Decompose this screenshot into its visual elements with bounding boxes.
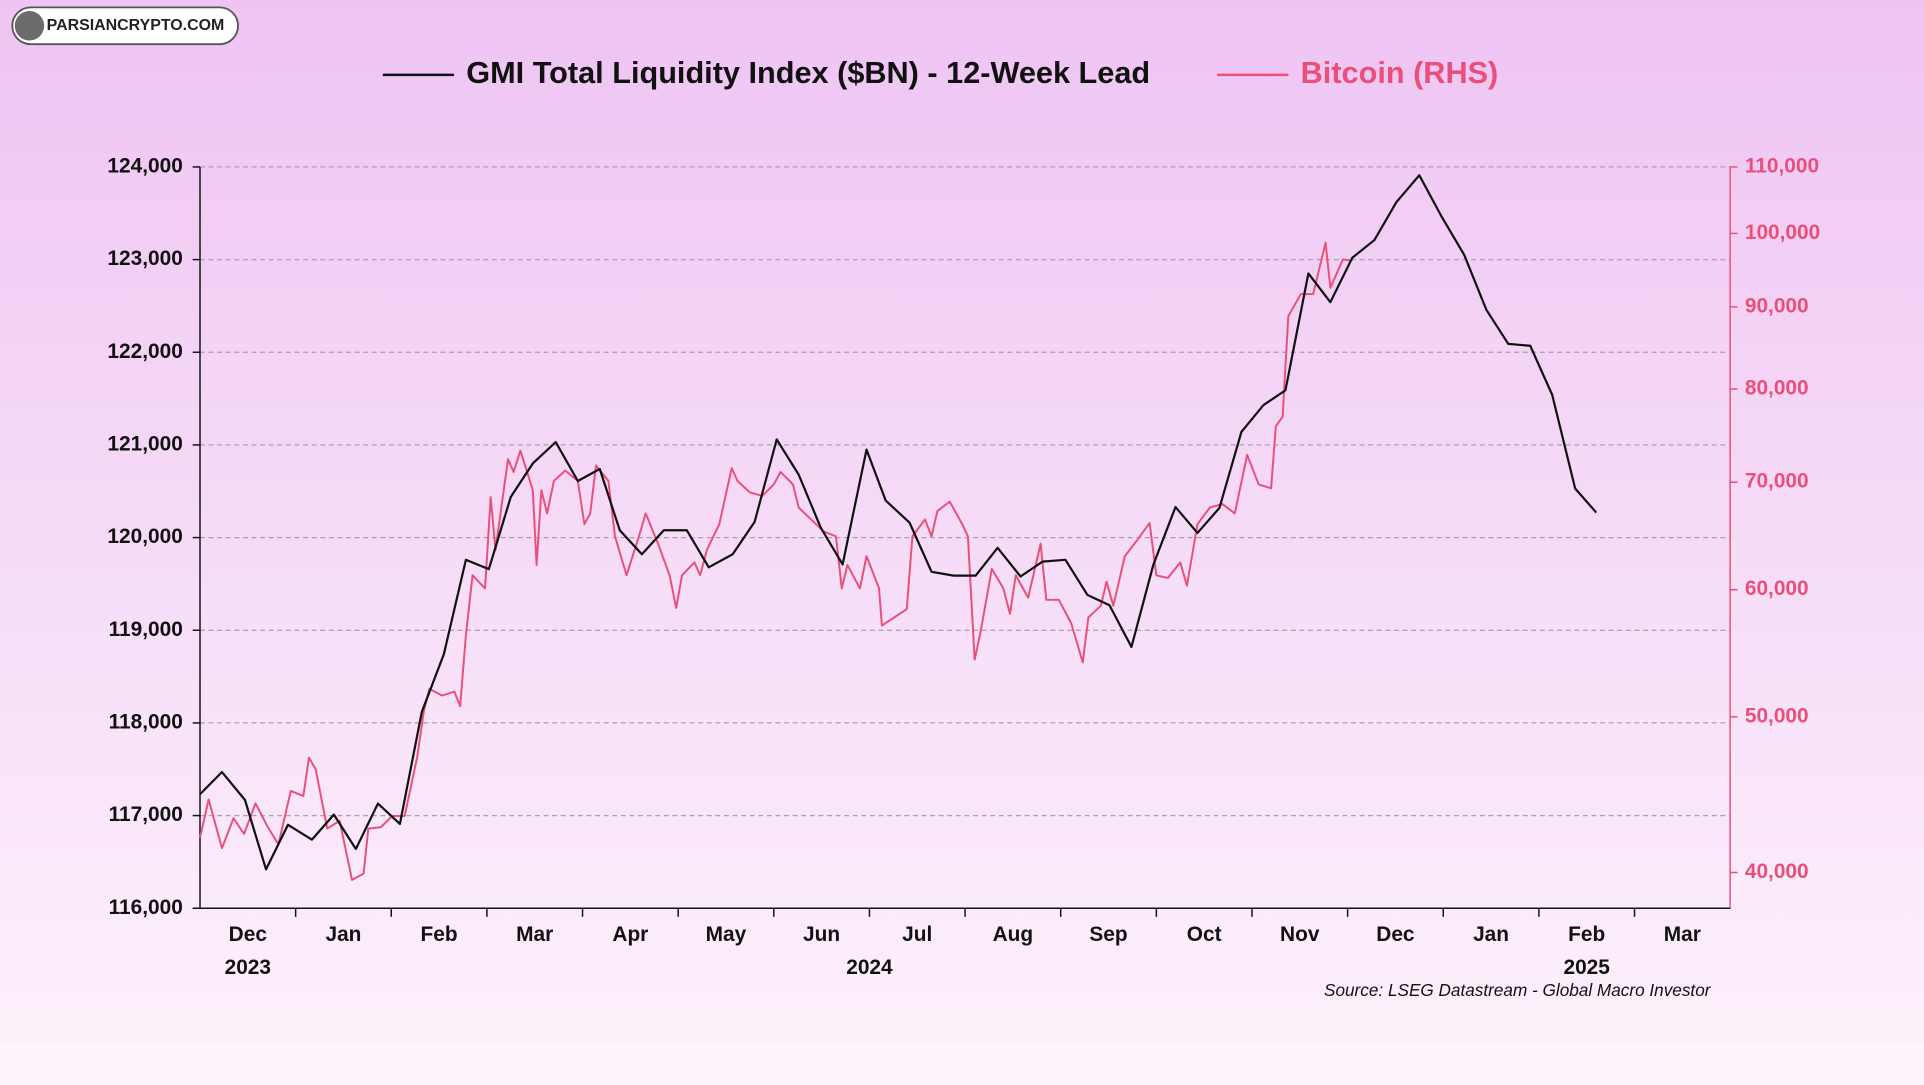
- x-tick-label: Apr: [612, 923, 648, 946]
- watermark: PARSIANCRYPTO.COM: [11, 6, 239, 46]
- footer-strip: [0, 1045, 1924, 1085]
- series-line: [199, 174, 1598, 871]
- y2-tick-label: 110,000: [1745, 154, 1819, 177]
- y-tick-label: 118,000: [109, 710, 183, 733]
- plot: 116,000 117,000 118,000 119,000 120,000 121,0…: [107, 154, 1820, 978]
- watermark-badge: [11, 6, 239, 46]
- y-tick-label: 120,000: [107, 525, 182, 548]
- y2-tick-label: 100,000: [1745, 221, 1820, 244]
- year-label: 2023: [225, 956, 271, 979]
- x-tick-label: Dec: [1376, 923, 1414, 946]
- x-tick-label: Sep: [1089, 923, 1127, 946]
- x-tick-label: Jan: [1473, 923, 1509, 946]
- y2-tick-label: 70,000: [1745, 470, 1809, 493]
- y-tick-label: 117,000: [109, 803, 183, 826]
- y2-tick-label: 60,000: [1745, 577, 1809, 600]
- y-tick-label: 121,000: [107, 432, 182, 455]
- y2-tick-label: 80,000: [1745, 377, 1809, 400]
- y-tick-label: 116,000: [109, 896, 183, 919]
- x-tick-label: Mar: [516, 923, 553, 946]
- year-label: 2025: [1563, 956, 1610, 979]
- y-tick-label: 123,000: [107, 247, 182, 270]
- y-tick-label: 122,000: [107, 340, 182, 363]
- watermark-icon: [14, 11, 45, 41]
- legend-label: Bitcoin (RHS): [1301, 55, 1499, 90]
- legend-label: GMI Total Liquidity Index ($BN) - 12-Wee…: [466, 55, 1150, 90]
- y-tick-label: 119,000: [109, 618, 183, 641]
- series-line: [199, 241, 1353, 881]
- x-tick-label: Mar: [1664, 923, 1701, 946]
- x-tick-label: May: [706, 923, 747, 946]
- legend: GMI Total Liquidity Index ($BN) - 12-Wee…: [382, 55, 1499, 90]
- x-tick-label: Oct: [1187, 923, 1222, 946]
- x-tick-label: Aug: [993, 923, 1034, 946]
- x-tick-label: Jan: [325, 923, 361, 946]
- y2-tick-label: 40,000: [1745, 860, 1809, 883]
- x-tick-label: Jun: [803, 923, 840, 946]
- watermark-text: PARSIANCRYPTO.COM: [47, 17, 225, 34]
- y-tick-label: 124,000: [107, 154, 182, 177]
- x-tick-label: Jul: [902, 923, 932, 946]
- x-tick-label: Nov: [1280, 923, 1320, 946]
- x-tick-label: Feb: [421, 923, 458, 946]
- y2-tick-label: 50,000: [1745, 704, 1809, 727]
- year-label: 2024: [846, 956, 893, 979]
- x-tick-label: Dec: [229, 923, 267, 946]
- y2-tick-label: 90,000: [1745, 294, 1809, 317]
- source-note: Source: LSEG Datastream - Global Macro I…: [1324, 980, 1712, 1000]
- x-tick-label: Feb: [1568, 923, 1605, 946]
